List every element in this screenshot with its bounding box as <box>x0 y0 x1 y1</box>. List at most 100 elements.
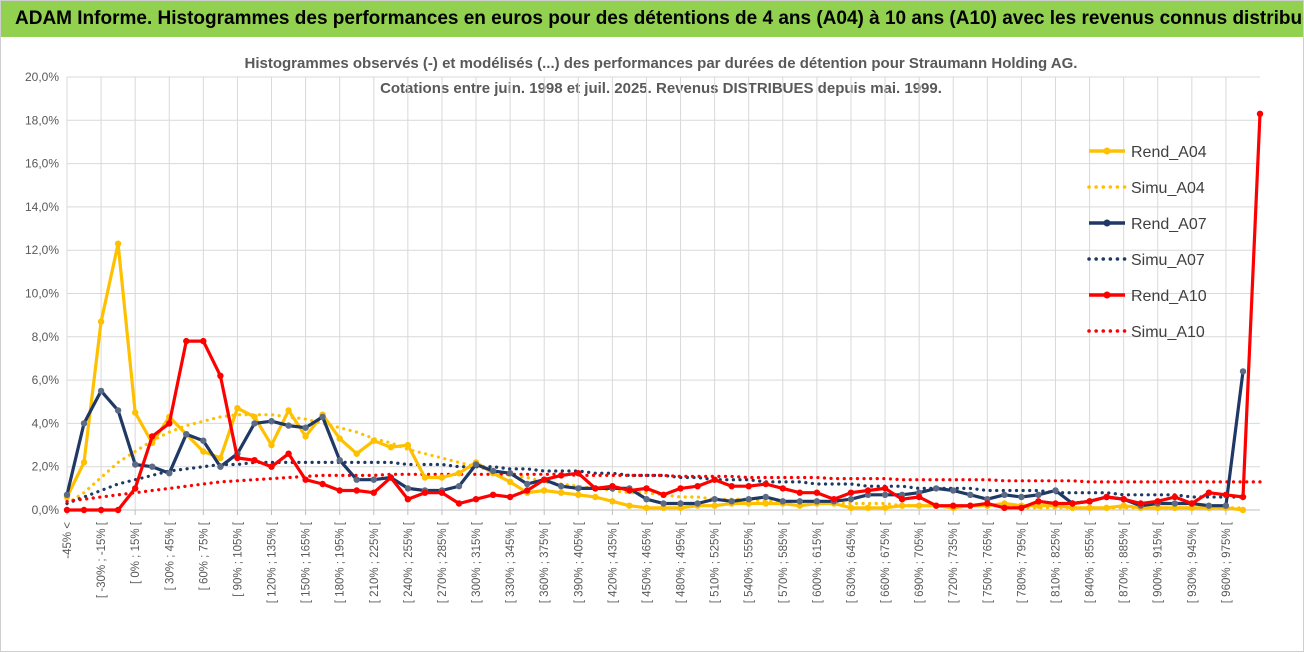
data-point-rend-a04 <box>234 405 241 412</box>
y-tick-label: 0,0% <box>32 503 60 517</box>
series-line-rend-a10 <box>67 113 1262 512</box>
data-point-rend-a04 <box>864 504 872 511</box>
data-point-rend-a04 <box>541 487 548 494</box>
data-point-rend-a07 <box>251 420 258 427</box>
x-tick-label: [ 0% ; 15% [ <box>130 521 142 584</box>
data-point-rend-a10 <box>438 489 446 496</box>
legend-label-rend-a07: Rend_A07 <box>1131 216 1207 233</box>
data-point-rend-a07 <box>967 491 974 498</box>
data-point-rend-a10 <box>558 472 565 479</box>
chart-title-line1: Histogrammes observés (-) et modélisés (… <box>244 55 1078 72</box>
data-point-rend-a10 <box>251 457 258 464</box>
series-line-simu-a07 <box>65 460 1245 506</box>
data-point-rend-a10 <box>183 337 190 345</box>
data-point-rend-a04 <box>898 502 906 509</box>
y-tick-label: 18,0% <box>25 113 59 127</box>
data-point-rend-a04 <box>251 413 258 421</box>
data-point-rend-a07 <box>643 496 650 503</box>
data-point-rend-a10 <box>319 480 326 488</box>
data-point-rend-a10 <box>677 485 684 492</box>
data-point-rend-a07 <box>575 485 582 492</box>
data-point-rend-a07 <box>1001 491 1008 498</box>
x-tick-label: [ 870% ; 885% [ <box>1119 521 1131 603</box>
data-point-rend-a10 <box>864 487 872 494</box>
x-tick-label: [ 360% ; 375% [ <box>539 521 551 603</box>
x-tick-label: [ 60% ; 75% [ <box>198 521 210 590</box>
data-point-rend-a10 <box>285 450 292 457</box>
data-point-rend-a10 <box>711 476 718 483</box>
data-point-rend-a04 <box>711 502 718 509</box>
data-point-rend-a07 <box>1052 487 1059 494</box>
data-point-rend-a10 <box>541 476 548 483</box>
data-point-rend-a10 <box>1205 489 1213 496</box>
data-point-rend-a10 <box>268 463 275 470</box>
data-point-rend-a04 <box>285 407 292 414</box>
data-point-rend-a10 <box>217 372 224 379</box>
legend-marker-rend-a10 <box>1103 291 1111 299</box>
data-point-rend-a10 <box>1035 498 1042 505</box>
data-point-rend-a04 <box>336 435 343 442</box>
x-tick-label: [ 300% ; 315% [ <box>471 521 483 603</box>
data-point-rend-a04 <box>217 454 224 462</box>
data-point-rend-a04 <box>80 459 88 466</box>
data-point-rend-a07 <box>524 480 531 488</box>
data-point-rend-a04 <box>609 498 616 505</box>
data-point-rend-a10 <box>336 487 343 494</box>
data-point-rend-a04 <box>1103 504 1110 511</box>
legend-label-simu-a07: Simu_A07 <box>1131 252 1205 269</box>
data-point-rend-a04 <box>1120 502 1127 509</box>
data-point-rend-a10 <box>830 496 838 503</box>
legend-marker-rend-a07 <box>1103 219 1111 227</box>
data-point-rend-a04 <box>455 470 463 477</box>
data-point-rend-a10 <box>302 476 309 483</box>
data-point-rend-a07 <box>694 500 701 507</box>
data-point-rend-a10 <box>898 496 906 503</box>
x-tick-label: [ 120% ; 135% [ <box>267 521 279 603</box>
data-point-rend-a10 <box>592 485 599 492</box>
data-point-rend-a07 <box>506 470 514 477</box>
data-point-rend-a04 <box>370 437 377 444</box>
data-point-rend-a10 <box>1171 493 1179 501</box>
y-tick-label: 4,0% <box>32 416 60 430</box>
data-point-rend-a07 <box>1239 368 1247 375</box>
data-point-rend-a07 <box>336 457 343 464</box>
data-point-rend-a04 <box>1035 502 1042 509</box>
data-point-rend-a07 <box>132 461 139 468</box>
data-point-rend-a04 <box>915 502 923 509</box>
data-point-rend-a04 <box>796 502 803 509</box>
x-tick-label: [ 720% ; 735% [ <box>948 521 960 603</box>
data-point-rend-a07 <box>149 463 156 470</box>
data-point-rend-a10 <box>796 489 803 496</box>
data-point-rend-a07 <box>1035 491 1042 498</box>
x-tick-label: [ 960% ; 975% [ <box>1221 521 1233 603</box>
data-point-rend-a04 <box>114 240 122 247</box>
data-point-rend-a10 <box>967 502 974 509</box>
x-tick-label: [ 780% ; 795% [ <box>1016 521 1028 603</box>
data-point-rend-a04 <box>881 504 889 511</box>
series-line-simu-a04 <box>65 413 1245 510</box>
data-point-rend-a07 <box>779 498 786 505</box>
data-point-rend-a07 <box>200 437 207 444</box>
y-tick-label: 14,0% <box>25 200 59 214</box>
legend-label-simu-a10: Simu_A10 <box>1131 324 1205 341</box>
data-point-rend-a04 <box>268 441 275 449</box>
data-point-rend-a07 <box>660 500 667 507</box>
data-point-rend-a07 <box>404 485 412 492</box>
data-point-rend-a04 <box>302 433 309 440</box>
data-point-rend-a10 <box>1188 500 1196 507</box>
data-point-rend-a10 <box>847 489 855 496</box>
data-point-rend-a10 <box>609 483 616 490</box>
x-tick-label: [ 270% ; 285% [ <box>437 521 449 603</box>
data-point-rend-a10 <box>933 502 940 509</box>
data-point-rend-a10 <box>63 506 71 514</box>
x-tick-label: [ 660% ; 675% [ <box>880 521 892 603</box>
data-point-rend-a10 <box>660 491 667 498</box>
data-point-rend-a10 <box>489 491 497 498</box>
x-tick-label: [ 810% ; 825% [ <box>1050 521 1062 603</box>
data-point-rend-a04 <box>97 318 105 325</box>
data-point-rend-a10 <box>1222 491 1230 498</box>
data-point-rend-a04 <box>421 474 429 481</box>
legend-marker-rend-a04 <box>1103 147 1111 155</box>
x-tick-label: [ 540% ; 555% [ <box>744 521 756 603</box>
